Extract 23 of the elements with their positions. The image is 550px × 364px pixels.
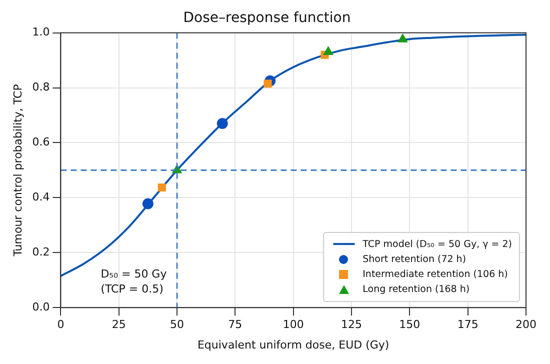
x-axis-title: Equivalent uniform dose, EUD (Gy)	[197, 338, 390, 352]
x-tick-label: 175	[457, 318, 478, 332]
x-tick-label: 125	[341, 318, 362, 332]
x-tick-label: 75	[228, 318, 242, 332]
legend-label: Intermediate retention (106 h)	[362, 268, 508, 282]
y-tick-label: 0.2	[32, 246, 50, 258]
x-tick-label: 100	[282, 318, 304, 332]
annotation: D₅₀ = 50 Gy (TCP = 0.5)	[100, 268, 168, 296]
legend-label: Long retention (168 h)	[362, 282, 470, 297]
y-tick-label: 0.8	[32, 80, 50, 94]
chart-title: Dose–response function	[183, 10, 351, 26]
y-axis-title: Tumour control probability, TCP	[11, 84, 24, 258]
y-tick-label: 0.0	[32, 300, 50, 314]
x-tick-label: 50	[170, 318, 184, 332]
legend-label: Short retention (72 h)	[362, 252, 466, 267]
y-tick-label: 0.4	[32, 190, 50, 204]
x-tick-label: 25	[112, 318, 126, 332]
x-tick-label: 200	[516, 318, 536, 332]
y-tick-label: 1.0	[32, 26, 50, 39]
y-tick-label: 0.6	[32, 136, 50, 149]
x-tick-label: 0	[57, 318, 64, 332]
legend-label: TCP model (D₅₀ = 50 Gy, γ = 2)	[362, 238, 512, 252]
x-tick-label: 150	[399, 318, 420, 332]
